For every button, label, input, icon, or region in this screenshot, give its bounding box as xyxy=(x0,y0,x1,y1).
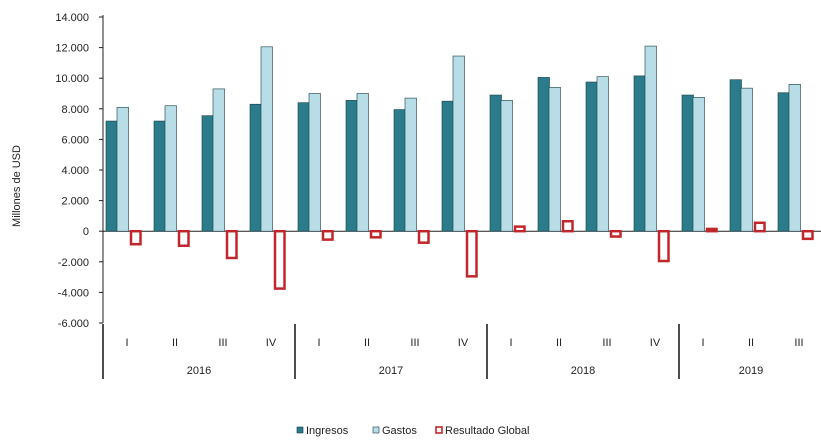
year-label: 2016 xyxy=(187,365,211,377)
bar-gastos xyxy=(500,100,513,232)
bar-ingresos xyxy=(585,81,598,232)
bar-ingresos xyxy=(105,120,118,232)
year-label: 2019 xyxy=(739,365,763,377)
y-tick-label: -2.000 xyxy=(58,257,89,269)
bar-gastos xyxy=(644,45,657,232)
year-label: 2018 xyxy=(571,365,595,377)
bar-resultado-global xyxy=(657,229,670,263)
legend-swatch xyxy=(296,426,304,434)
bar-resultado-global xyxy=(417,229,430,244)
chart-bars xyxy=(105,45,814,290)
y-tick-label: -4.000 xyxy=(58,287,89,299)
bar-gastos xyxy=(164,105,177,232)
x-tick-label: I xyxy=(317,337,320,349)
bar-ingresos xyxy=(681,94,694,232)
bar-resultado-global xyxy=(801,229,814,241)
bar-gastos xyxy=(404,97,417,232)
bar-ingresos xyxy=(777,92,790,232)
x-tick-label: III xyxy=(602,337,611,349)
y-tick-label: 8.000 xyxy=(61,104,89,116)
x-tick-label: III xyxy=(794,337,803,349)
year-label: 2017 xyxy=(379,365,403,377)
bar-gastos xyxy=(212,88,225,232)
x-tick-label: III xyxy=(410,337,419,349)
bar-resultado-global xyxy=(609,229,622,238)
bar-ingresos xyxy=(393,109,406,232)
bar-ingresos xyxy=(489,94,502,232)
x-tick-label: I xyxy=(125,337,128,349)
bar-ingresos xyxy=(297,102,310,232)
bar-resultado-global xyxy=(129,229,142,246)
x-tick-label: II xyxy=(748,337,754,349)
bar-ingresos xyxy=(537,77,550,232)
y-tick-label: 6.000 xyxy=(61,134,89,146)
bar-gastos xyxy=(308,93,321,232)
bar-ingresos xyxy=(153,120,166,232)
bar-gastos xyxy=(356,93,369,232)
y-tick-label: -6.000 xyxy=(58,318,89,330)
bar-resultado-global xyxy=(369,229,382,239)
bar-gastos xyxy=(260,46,273,232)
x-tick-label: II xyxy=(556,337,562,349)
x-tick-label: III xyxy=(218,337,227,349)
bar-resultado-global xyxy=(465,229,478,278)
legend-swatch xyxy=(435,426,443,434)
x-tick-label: I xyxy=(509,337,512,349)
bar-ingresos xyxy=(441,100,454,232)
bar-gastos xyxy=(548,87,561,232)
legend-label: Ingresos xyxy=(306,425,349,437)
y-tick-label: 2.000 xyxy=(61,196,89,208)
bar-gastos xyxy=(740,87,753,232)
bar-resultado-global xyxy=(705,227,718,233)
bar-resultado-global xyxy=(321,229,334,241)
x-tick-label: II xyxy=(364,337,370,349)
bar-resultado-global xyxy=(273,229,286,290)
bar-ingresos xyxy=(729,79,742,232)
x-tick-label: II xyxy=(172,337,178,349)
x-tick-label: IV xyxy=(458,337,469,349)
bar-resultado-global xyxy=(177,229,190,247)
bar-gastos xyxy=(596,76,609,232)
bar-ingresos xyxy=(345,100,358,232)
x-tick-label: IV xyxy=(650,337,661,349)
bar-ingresos xyxy=(249,103,262,232)
bar-gastos xyxy=(788,84,801,232)
bar-resultado-global xyxy=(225,229,238,260)
y-axis-label: Millones de USD xyxy=(11,145,23,227)
legend-label: Gastos xyxy=(382,425,417,437)
bar-resultado-global xyxy=(513,225,526,233)
x-tick-label: IV xyxy=(266,337,277,349)
bar-ingresos xyxy=(633,75,646,232)
bar-resultado-global xyxy=(753,221,766,233)
legend-label: Resultado Global xyxy=(445,425,529,437)
bar-gastos xyxy=(452,55,465,232)
y-tick-label: 10.000 xyxy=(55,73,89,85)
y-tick-label: 12.000 xyxy=(55,43,89,55)
x-tick-label: I xyxy=(701,337,704,349)
bar-resultado-global xyxy=(561,220,574,233)
bar-gastos xyxy=(116,106,129,232)
bar-ingresos xyxy=(201,115,214,232)
bar-gastos xyxy=(692,97,705,232)
y-tick-label: 4.000 xyxy=(61,165,89,177)
legend-swatch xyxy=(372,426,380,434)
y-tick-label: 0 xyxy=(83,226,89,238)
chart-legend: Ingresos Gastos Resultado Global xyxy=(296,425,529,437)
y-tick-label: 14.000 xyxy=(55,12,89,24)
